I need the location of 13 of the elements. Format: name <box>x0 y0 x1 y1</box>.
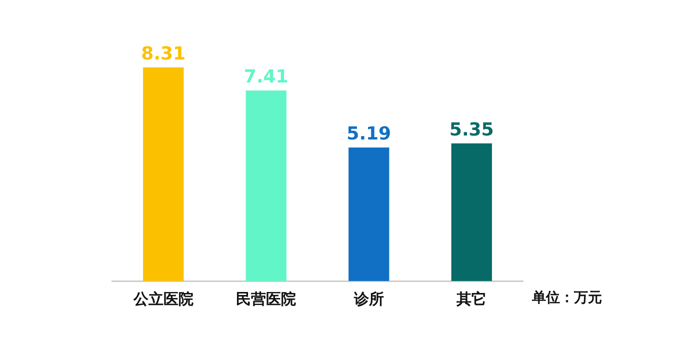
x-tick-label: 公立医院 <box>132 290 194 308</box>
data-label: 5.19 <box>346 123 392 144</box>
data-label: 5.35 <box>449 119 494 140</box>
text: 单位：万元 <box>532 289 602 307</box>
data-label: 8.31 <box>141 43 186 64</box>
x-tick-label: 诊所 <box>352 290 384 308</box>
bar <box>348 147 390 281</box>
bar <box>246 90 286 281</box>
bar <box>143 67 184 281</box>
x-tick-label: 民营医院 <box>236 290 296 308</box>
data-label: 7.41 <box>244 66 288 88</box>
bar <box>451 143 492 281</box>
x-tick-label: 其它 <box>456 290 487 308</box>
